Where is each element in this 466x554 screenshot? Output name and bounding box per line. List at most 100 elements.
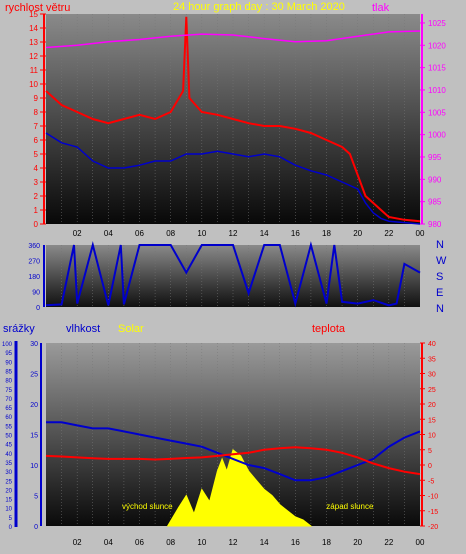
wind-speed-tick-label: 12 xyxy=(29,52,38,61)
sun-annotations: východ slunce západ slunce xyxy=(122,502,374,511)
x-tick-label: 12 xyxy=(229,229,238,238)
compass-label: E xyxy=(436,287,443,299)
temperature-tick-label: 35 xyxy=(428,356,436,363)
rain-tick-label: 70 xyxy=(5,397,12,403)
rain-tick-label: 95 xyxy=(5,351,12,357)
series-area-solar xyxy=(166,448,313,527)
x-tick-label: 18 xyxy=(322,538,331,547)
pressure-tick-label: 985 xyxy=(428,198,442,207)
rain-ticks: 0 5 10 15 20 25 30 35 40 45 50 55 60 65 70 75 80 85 90 95 10… xyxy=(2,342,13,531)
direction-series xyxy=(45,241,421,308)
humidity-ticks: 0 5 10 15 20 25 30 xyxy=(30,341,42,531)
direction-tick-label: 360 xyxy=(28,243,40,250)
direction-tick-label: 90 xyxy=(32,290,40,297)
pressure-ticks: 980 985 990 995 1000 1005 1010 1015 1020 1025 xyxy=(420,14,446,229)
pressure-tick-label: 980 xyxy=(428,220,442,229)
rain-tick-label: 10 xyxy=(5,507,12,513)
pressure-tick-label: 1025 xyxy=(428,19,446,28)
temperature-tick-label: -20 xyxy=(428,524,438,531)
pressure-tick-label: 1015 xyxy=(428,64,446,73)
wind-speed-tick-label: 10 xyxy=(29,80,38,89)
x-tick-label: 14 xyxy=(260,538,269,547)
wind-speed-tick-label: 11 xyxy=(30,66,39,75)
series-line-wind_gust xyxy=(45,16,421,223)
wind-speed-tick-label: 2 xyxy=(34,192,39,201)
rain-tick-label: 15 xyxy=(5,498,12,504)
temperature-tick-label: -10 xyxy=(428,494,438,501)
x-tick-label: 02 xyxy=(73,538,82,547)
rain-tick-label: 20 xyxy=(5,488,12,494)
wind-speed-tick-label: 13 xyxy=(29,38,38,47)
temperature-axis-label: teplota xyxy=(312,323,346,335)
x-tick-label: 08 xyxy=(166,538,175,547)
solar-axis-label: Solar xyxy=(118,323,144,335)
series-line-pressure xyxy=(45,30,421,49)
wind-chart-x-ticks: 02 04 06 08 10 12 14 16 18 20 22 00 xyxy=(73,229,425,238)
rain-tick-label: 60 xyxy=(5,415,12,421)
humidity-tick-label: 5 xyxy=(34,494,38,501)
pressure-tick-label: 990 xyxy=(428,175,442,184)
humidity-tick-label: 20 xyxy=(30,402,38,409)
wind-speed-tick-label: 1 xyxy=(34,206,39,215)
compass-label: N xyxy=(436,303,444,315)
pressure-tick-label: 1010 xyxy=(428,86,446,95)
temperature-tick-label: 20 xyxy=(428,402,436,409)
rain-tick-label: 30 xyxy=(5,470,12,476)
x-tick-label: 00 xyxy=(416,538,425,547)
rain-tick-label: 45 xyxy=(5,443,12,449)
pressure-tick-label: 995 xyxy=(428,153,442,162)
wind-speed-tick-label: 14 xyxy=(29,24,38,33)
humidity-tick-label: 15 xyxy=(30,433,38,440)
wind-chart-grid xyxy=(61,14,405,224)
x-tick-label: 16 xyxy=(291,538,300,547)
humidity-tick-label: 0 xyxy=(34,524,38,531)
temperature-tick-label: 5 xyxy=(428,448,432,455)
humidity-axis-label: vlhkost xyxy=(66,323,100,335)
x-tick-label: 22 xyxy=(384,229,393,238)
temperature-tick-label: 40 xyxy=(428,341,436,348)
series-line-wind_direction xyxy=(45,241,421,308)
direction-tick-label: 0 xyxy=(36,305,40,312)
pressure-axis-label: tlak xyxy=(372,2,390,14)
wind-speed-tick-label: 9 xyxy=(34,94,39,103)
x-tick-label: 04 xyxy=(104,538,113,547)
x-tick-label: 22 xyxy=(384,538,393,547)
temperature-tick-label: 10 xyxy=(428,433,436,440)
temperature-tick-label: -5 xyxy=(428,478,434,485)
x-tick-label: 12 xyxy=(229,538,238,547)
x-tick-label: 00 xyxy=(416,229,425,238)
temperature-tick-label: 30 xyxy=(428,372,436,379)
rain-tick-label: 35 xyxy=(5,461,12,467)
rain-tick-label: 80 xyxy=(5,379,12,385)
x-tick-label: 16 xyxy=(291,229,300,238)
direction-chart-grid xyxy=(61,245,405,307)
wind-chart-series xyxy=(45,16,421,225)
rain-tick-label: 55 xyxy=(5,424,12,430)
pressure-tick-label: 1020 xyxy=(428,41,446,50)
compass-label: W xyxy=(436,255,447,267)
compass-label: N xyxy=(436,239,444,251)
x-tick-label: 06 xyxy=(135,229,144,238)
x-tick-label: 14 xyxy=(260,229,269,238)
rain-tick-label: 75 xyxy=(5,388,12,394)
wind-speed-axis-label: rychlost větru xyxy=(5,2,70,14)
direction-tick-label: 270 xyxy=(28,259,40,266)
temperature-chart-series xyxy=(45,421,421,527)
x-tick-label: 02 xyxy=(73,229,82,238)
temperature-ticks: -20 -15 -10 -5 0 5 10 15 20 25 30 35 40 xyxy=(420,341,438,531)
x-tick-label: 18 xyxy=(322,229,331,238)
wind-speed-tick-label: 8 xyxy=(34,108,39,117)
direction-tick-label: 180 xyxy=(28,274,40,281)
series-line-wind_avg xyxy=(45,132,421,225)
humidity-tick-label: 10 xyxy=(30,463,38,470)
wind-speed-tick-label: 3 xyxy=(34,178,39,187)
sun-annotation: východ slunce xyxy=(122,502,173,511)
temperature-chart-grid xyxy=(61,343,405,526)
rain-tick-label: 40 xyxy=(5,452,12,458)
rain-tick-label: 5 xyxy=(9,516,13,522)
x-tick-label: 08 xyxy=(166,229,175,238)
rain-tick-label: 90 xyxy=(5,360,12,366)
rain-tick-label: 50 xyxy=(5,434,12,440)
